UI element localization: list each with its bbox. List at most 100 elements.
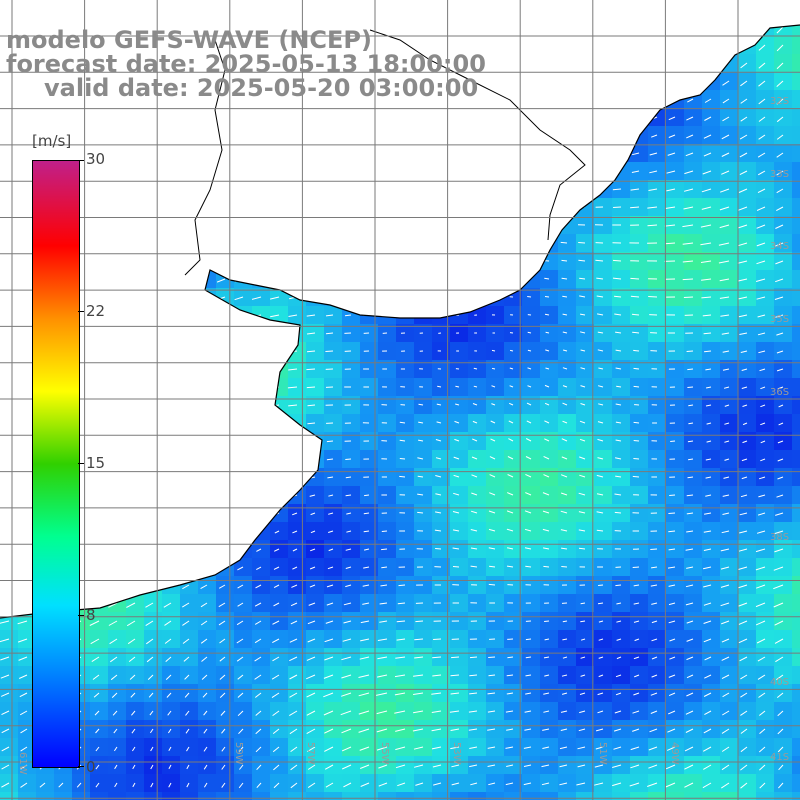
wind-arrow <box>507 656 514 659</box>
wind-arrow <box>774 530 784 535</box>
wind-arrow <box>358 710 370 715</box>
wind-cell <box>558 792 576 800</box>
wind-arrow <box>524 528 532 532</box>
wind-cell <box>270 792 288 800</box>
wind-arrow <box>254 638 262 644</box>
wind-arrow <box>668 602 676 606</box>
lat-label: 36S <box>770 387 789 398</box>
wind-arrow <box>526 402 532 406</box>
wind-arrow <box>597 313 604 316</box>
wind-arrow <box>704 656 712 661</box>
wind-arrow <box>399 421 406 424</box>
wind-arrow <box>632 710 640 714</box>
wind-arrow <box>395 656 406 659</box>
wind-arrow <box>756 584 766 589</box>
wind-cell <box>792 738 800 756</box>
wind-arrow <box>527 331 532 334</box>
wind-arrow <box>358 728 370 733</box>
wind-arrow <box>559 782 568 786</box>
wind-arrow <box>596 493 604 496</box>
wind-arrow <box>413 710 424 714</box>
wind-arrow <box>454 438 460 442</box>
wind-arrow <box>615 403 622 406</box>
wind-arrow <box>616 385 622 388</box>
wind-arrow <box>650 584 658 587</box>
wind-arrow <box>488 782 496 786</box>
wind-arrow <box>758 350 766 354</box>
wind-arrow <box>454 420 460 424</box>
wind-arrow <box>634 638 640 642</box>
wind-arrow <box>615 439 622 442</box>
wind-arrow <box>525 473 532 478</box>
wind-arrow <box>776 116 784 123</box>
wind-arrow <box>706 422 712 425</box>
wind-arrow <box>741 476 748 480</box>
wind-arrow <box>509 367 514 370</box>
wind-cell <box>468 792 486 800</box>
lon-label: 59W <box>233 742 244 765</box>
wind-arrow <box>418 421 424 424</box>
wind-arrow <box>739 530 748 534</box>
wind-arrow <box>776 206 784 212</box>
wind-arrow <box>777 476 784 480</box>
wind-arrow <box>722 710 730 716</box>
wind-arrow <box>363 530 370 533</box>
wind-arrow <box>491 367 496 370</box>
wind-arrow <box>376 746 388 751</box>
wind-arrow <box>615 692 622 696</box>
wind-arrow <box>560 529 568 532</box>
wind-arrow <box>741 458 748 462</box>
wind-arrow <box>490 420 496 424</box>
wind-arrow <box>524 728 532 731</box>
wind-arrow <box>288 368 298 371</box>
wind-arrow <box>665 782 676 788</box>
wind-arrow <box>630 188 640 191</box>
wind-arrow <box>630 277 640 280</box>
wind-arrow <box>682 242 694 245</box>
wind-arrow <box>580 620 586 623</box>
wind-cell <box>792 108 800 126</box>
wind-arrow <box>358 692 370 697</box>
wind-arrow <box>150 764 154 770</box>
wind-arrow <box>562 313 568 316</box>
wind-arrow <box>758 476 766 480</box>
wind-arrow <box>718 242 730 246</box>
wind-arrow <box>507 456 514 460</box>
wind-arrow <box>596 511 604 514</box>
wind-arrow <box>741 386 748 389</box>
wind-arrow <box>506 565 514 568</box>
colorbar-tickmark <box>78 615 84 616</box>
wind-arrow <box>685 602 694 606</box>
wind-arrow <box>399 458 406 460</box>
wind-cell <box>576 792 594 800</box>
wind-arrow <box>579 331 586 334</box>
wind-arrow <box>580 385 586 388</box>
wind-arrow <box>776 692 784 698</box>
wind-arrow <box>634 674 640 678</box>
colorbar-tickmark <box>78 311 84 312</box>
wind-cell <box>594 792 612 800</box>
wind-arrow <box>776 44 784 52</box>
wind-cell <box>162 792 180 800</box>
wind-arrow <box>471 474 478 478</box>
wind-arrow <box>719 206 730 211</box>
wind-arrow <box>20 782 28 788</box>
wind-cell <box>90 792 108 800</box>
wind-arrow <box>685 710 694 715</box>
wind-arrow <box>544 620 550 622</box>
wind-arrow <box>651 638 658 642</box>
wind-cell <box>792 414 800 432</box>
wind-arrow <box>686 530 694 533</box>
wind-arrow <box>307 782 316 789</box>
wind-arrow <box>668 584 676 587</box>
wind-arrow <box>324 638 334 643</box>
wind-arrow <box>562 420 568 424</box>
wind-arrow <box>686 656 694 661</box>
wind-arrow <box>184 674 190 680</box>
wind-arrow <box>720 314 730 317</box>
wind-arrow <box>168 764 172 770</box>
wind-arrow <box>721 764 730 771</box>
wind-arrow <box>598 403 604 406</box>
wind-cell <box>756 792 774 800</box>
wind-arrow <box>219 674 226 680</box>
